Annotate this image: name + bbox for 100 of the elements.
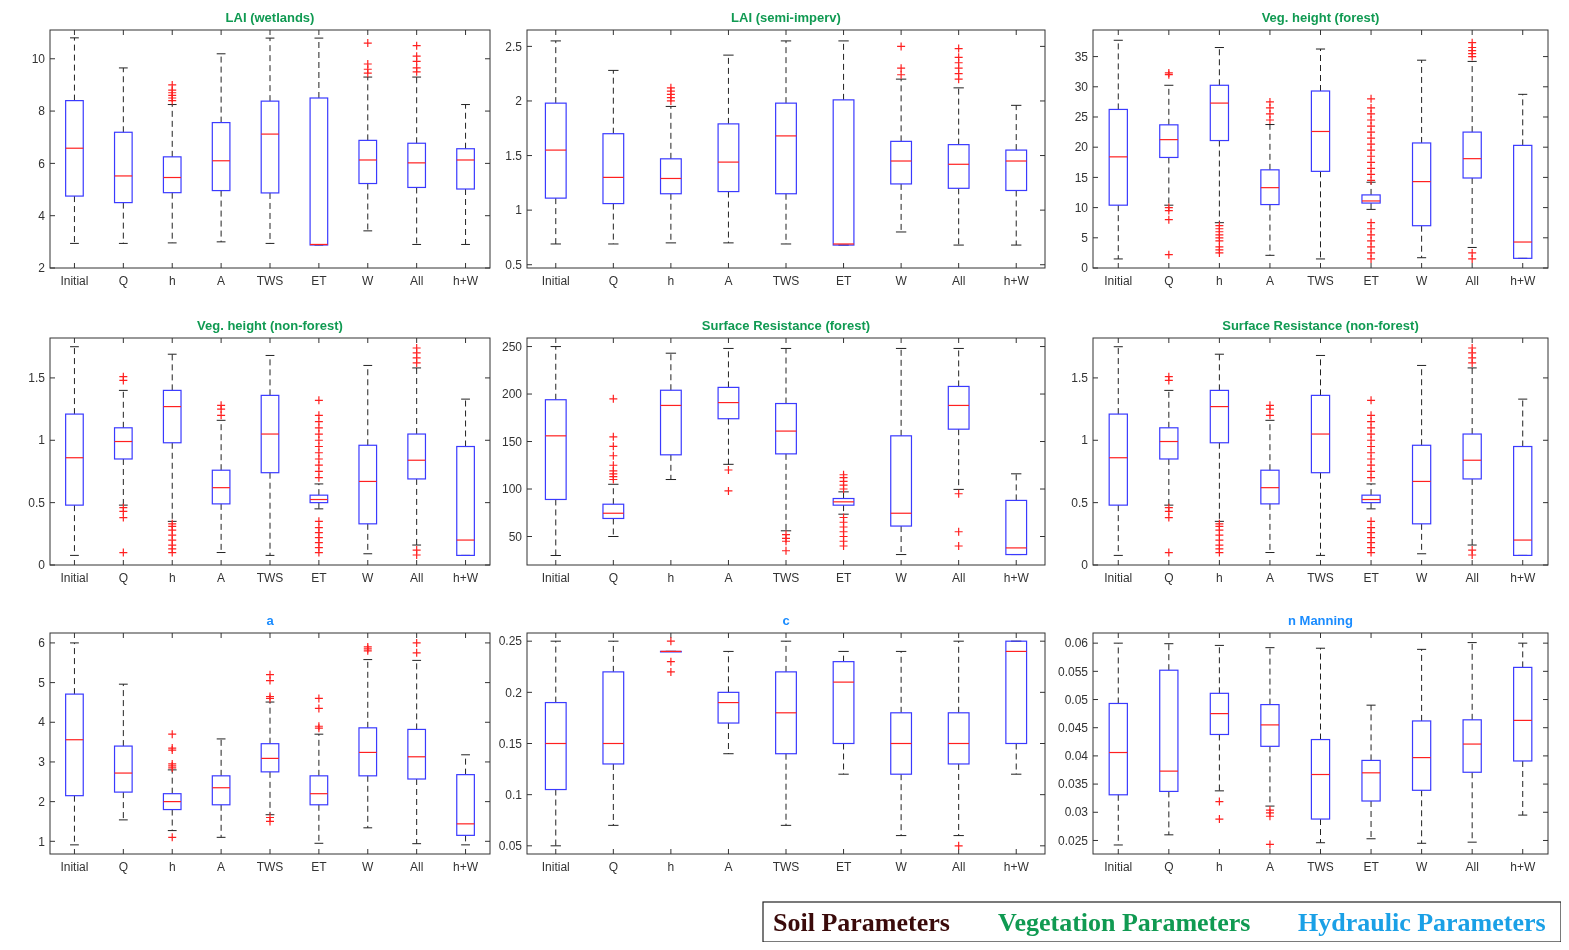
x-tick-label: ET	[311, 571, 328, 585]
y-tick-label: 0.025	[1057, 833, 1089, 848]
x-tick-label: All	[409, 860, 424, 874]
y-tick-label: 1.5	[505, 148, 523, 163]
x-tick-label: h	[667, 274, 675, 288]
y-tick-label: 0.04	[1064, 749, 1089, 764]
y-tick-label: 50	[508, 529, 523, 544]
x-tick-label: TWS	[772, 571, 800, 585]
y-tick-label: 0.5	[28, 495, 46, 510]
x-tick-label: Initial	[60, 274, 89, 288]
y-tick-label: 200	[501, 387, 523, 402]
y-tick-label: 0	[1081, 558, 1089, 573]
text: Soil Parameters	[773, 908, 950, 937]
chart-title: LAI (wetlands)	[225, 10, 315, 25]
y-tick-label: 10	[31, 51, 46, 66]
y-tick-label: 2	[38, 261, 46, 276]
y-tick-label: 1	[1081, 433, 1089, 448]
x-tick-label: h	[1216, 571, 1223, 585]
y-tick-label: 0.05	[1064, 692, 1089, 707]
x-tick-label: Initial	[541, 860, 570, 874]
x-tick-label: h+W	[1003, 274, 1030, 288]
x-tick-label: Q	[1164, 571, 1174, 585]
y-tick-label: 4	[38, 715, 46, 730]
x-tick-label: ET	[835, 860, 852, 874]
x-tick-label: Q	[1164, 860, 1174, 874]
x-tick-label: Initial	[1104, 860, 1133, 874]
x-tick-label: ET	[1363, 860, 1380, 874]
chart-title: Surface Resistance (forest)	[701, 318, 871, 333]
x-tick-label: Initial	[60, 860, 89, 874]
y-tick-label: 2	[38, 794, 46, 809]
x-tick-label: h	[1216, 860, 1223, 874]
y-tick-label: 1	[38, 433, 46, 448]
x-tick-label: All	[409, 571, 424, 585]
x-tick-label: All	[1465, 571, 1479, 585]
y-tick-label: 0.5	[505, 257, 523, 272]
y-tick-label: 0.05	[498, 839, 523, 854]
x-tick-label: h	[667, 860, 675, 874]
x-tick-label: h+W	[1003, 860, 1030, 874]
y-tick-label: 0.5	[1071, 495, 1089, 510]
x-tick-label: h+W	[453, 274, 479, 288]
x-tick-label: All	[1465, 274, 1479, 288]
y-tick-label: 1.5	[28, 371, 46, 386]
x-tick-label: W	[1415, 860, 1428, 874]
y-tick-label: 6	[38, 636, 46, 651]
chart-title: LAI (semi-imperv)	[731, 10, 841, 25]
x-tick-label: Q	[118, 274, 129, 288]
x-tick-label: ET	[835, 571, 852, 585]
y-tick-label: 0.15	[498, 736, 523, 751]
x-tick-label: Q	[608, 571, 619, 585]
y-tick-label: 8	[38, 104, 46, 119]
x-tick-label: h+W	[1510, 274, 1536, 288]
y-tick-label: 1	[515, 203, 523, 218]
x-tick-label: h+W	[1003, 571, 1030, 585]
x-tick-label: h+W	[1510, 860, 1536, 874]
y-tick-label: 0.03	[1064, 805, 1089, 820]
y-tick-label: 10	[1074, 200, 1089, 215]
x-tick-label: TWS	[256, 860, 284, 874]
x-tick-label: A	[724, 571, 733, 585]
y-tick-label: 0.1	[505, 787, 523, 802]
y-tick-label: 0	[1081, 261, 1089, 276]
x-tick-label: All	[951, 274, 966, 288]
x-tick-label: TWS	[256, 571, 284, 585]
x-tick-label: TWS	[772, 860, 800, 874]
x-tick-label: ET	[1363, 571, 1380, 585]
x-tick-label: h	[168, 274, 176, 288]
y-tick-label: 0.2	[505, 685, 523, 700]
x-tick-label: W	[1415, 571, 1428, 585]
x-tick-label: ET	[311, 274, 328, 288]
y-tick-label: 30	[1074, 79, 1089, 94]
y-tick-label: 35	[1074, 49, 1089, 64]
x-tick-label: All	[409, 274, 424, 288]
y-tick-label: 0	[38, 558, 46, 573]
chart-title: a	[266, 613, 275, 628]
x-tick-label: TWS	[1307, 274, 1334, 288]
x-tick-label: h+W	[453, 571, 479, 585]
x-tick-label: A	[217, 274, 226, 288]
text: Vegetation Parameters	[998, 908, 1251, 937]
x-tick-label: TWS	[256, 274, 284, 288]
x-tick-label: Initial	[60, 571, 89, 585]
y-tick-label: 0.06	[1064, 636, 1089, 651]
x-tick-label: W	[895, 571, 908, 585]
y-tick-label: 25	[1074, 110, 1089, 125]
x-tick-label: A	[217, 571, 226, 585]
y-tick-label: 250	[501, 339, 523, 354]
x-tick-label: Q	[608, 860, 619, 874]
x-tick-label: Initial	[541, 571, 570, 585]
chart-title: Veg. height (forest)	[1261, 10, 1380, 25]
x-tick-label: TWS	[1307, 571, 1334, 585]
x-tick-label: h	[667, 571, 675, 585]
x-tick-label: h	[168, 860, 176, 874]
chart-title: c	[782, 613, 790, 628]
y-tick-label: 0.25	[498, 634, 523, 649]
x-tick-label: W	[1415, 274, 1428, 288]
x-tick-label: ET	[835, 274, 852, 288]
y-tick-label: 0.055	[1057, 664, 1089, 679]
x-tick-label: A	[1265, 860, 1274, 874]
x-tick-label: Initial	[1104, 571, 1133, 585]
x-tick-label: W	[895, 274, 908, 288]
y-tick-label: 1	[38, 834, 46, 849]
y-tick-label: 100	[501, 482, 523, 497]
